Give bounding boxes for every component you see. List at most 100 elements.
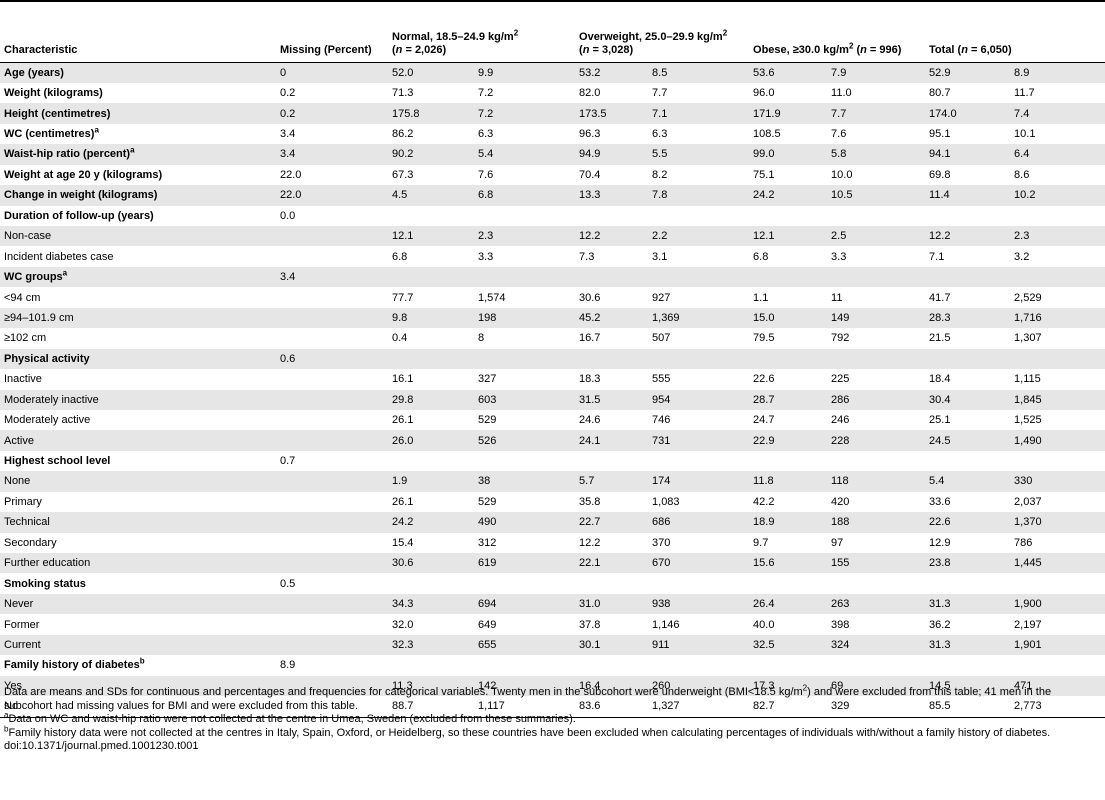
value-cell: 10.0 [827,164,926,186]
table-row: Secondary 15.4 312 12.2 370 9.7 97 12.9 786 [0,532,1105,553]
value-cell: 22.1 [575,553,649,574]
value-cell: 24.6 [575,409,649,431]
value-cell: 471 [1010,675,1105,697]
value-cell: 2.5 [827,226,926,247]
value-cell: 228 [827,430,926,451]
value-cell: 10.5 [827,185,926,206]
row-label: Moderately active [0,409,276,431]
table-row: Change in weight (kilograms) 22.0 4.5 6.8 13… [0,185,1105,206]
value-cell: 16.7 [575,328,649,349]
value-cell [648,348,750,370]
value-cell: 11.8 [749,471,828,492]
value-cell: 82.7 [749,696,828,718]
value-cell: 71.3 [388,82,474,104]
value-cell [388,205,474,226]
missing-cell: 3.4 [276,266,388,288]
row-label: Weight at age 20 y (kilograms) [0,164,276,186]
value-cell: 174 [648,471,750,492]
value-cell [1010,450,1105,472]
value-cell: 954 [648,389,750,410]
value-cell: 1,146 [648,614,750,635]
value-cell: 69 [827,675,926,697]
table-row: ≥102 cm 0.4 8 16.7 507 79.5 792 21.5 1,307 [0,328,1105,349]
value-cell: 329 [827,696,926,718]
value-cell: 171.9 [749,103,828,124]
table-row: Current 32.3 655 30.1 911 32.5 324 31.3 1,901 [0,634,1105,656]
value-cell: 77.7 [388,287,474,308]
value-cell: 95.1 [925,123,1011,145]
missing-cell: 0.2 [276,82,388,104]
missing-cell: 3.4 [276,123,388,145]
value-cell: 8.6 [1010,164,1105,186]
row-label: Weight (kilograms) [0,82,276,104]
value-cell: 2,197 [1010,614,1105,635]
value-cell: 26.4 [749,593,828,615]
missing-cell: 3.4 [276,144,388,165]
value-cell: 31.5 [575,389,649,410]
value-cell [827,348,926,370]
value-cell: 17.3 [749,675,828,697]
header-obese: Obese, ≥30.0 kg/m2 (n = 996) [753,40,902,56]
table-row: Physical activity 0.6 [0,348,1105,370]
value-cell: 1,574 [474,287,576,308]
value-cell: 85.5 [925,696,1011,718]
value-cell [827,205,926,226]
missing-cell: 22.0 [276,164,388,186]
value-cell: 7.7 [827,103,926,124]
value-cell: 7.2 [474,82,576,104]
value-cell [925,655,1011,676]
value-cell [474,655,576,676]
value-cell: 24.2 [749,185,828,206]
value-cell: 33.6 [925,491,1011,513]
table-row: Moderately active 26.1 529 24.6 746 24.7 246 25… [0,409,1105,431]
footnote-main: Data are means and SDs for continuous an… [4,683,1052,712]
value-cell: 10.2 [1010,185,1105,206]
row-label: Inactive [0,369,276,390]
value-cell: 938 [648,593,750,615]
value-cell: 7.1 [925,246,1011,267]
value-cell: 10.1 [1010,123,1105,145]
table-row: Yes 11.3 142 16.4 260 17.3 69 14.5 471 [0,675,1105,697]
value-cell: 927 [648,287,750,308]
row-label: Incident diabetes case [0,246,276,267]
value-cell [474,573,576,594]
missing-cell: 8.9 [276,655,388,676]
missing-cell: 0.5 [276,573,388,594]
value-cell [388,348,474,370]
value-cell [749,205,828,226]
value-cell: 1,115 [1010,369,1105,390]
value-cell: 5.4 [474,144,576,165]
value-cell: 30.6 [388,553,474,574]
value-cell [827,573,926,594]
value-cell: 15.0 [749,307,828,329]
top-rule [0,0,1105,2]
value-cell: 1,445 [1010,553,1105,574]
row-label: Primary [0,491,276,513]
value-cell: 80.7 [925,82,1011,104]
value-cell [1010,655,1105,676]
value-cell: 5.7 [575,471,649,492]
header-missing: Missing (Percent) [280,43,372,56]
table-row: Duration of follow-up (years) 0.0 [0,205,1105,226]
value-cell: 1,083 [648,491,750,513]
row-label: Smoking status [0,573,276,594]
value-cell: 13.3 [575,185,649,206]
missing-cell [276,512,388,533]
value-cell [388,450,474,472]
value-cell: 8.5 [648,62,750,83]
value-cell [925,573,1011,594]
table-row: Highest school level 0.7 [0,450,1105,472]
value-cell: 99.0 [749,144,828,165]
value-cell: 9.7 [749,532,828,553]
value-cell: 507 [648,328,750,349]
table-row: Weight (kilograms) 0.2 71.3 7.2 82.0 7.7 96.0 1… [0,82,1105,104]
value-cell: 52.0 [388,62,474,83]
value-cell: 686 [648,512,750,533]
value-cell [749,655,828,676]
value-cell [474,205,576,226]
value-cell: 32.0 [388,614,474,635]
value-cell: 41.7 [925,287,1011,308]
missing-cell [276,696,388,718]
value-cell: 786 [1010,532,1105,553]
value-cell: 31.3 [925,593,1011,615]
